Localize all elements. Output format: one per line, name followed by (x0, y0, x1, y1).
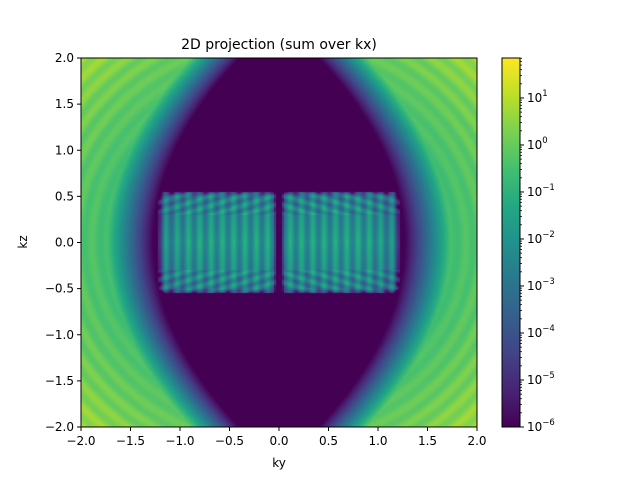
colorbar-tick-label: 10−2 (527, 230, 555, 246)
y-tick-label: 2.0 (55, 51, 74, 65)
x-axis-label: ky (272, 456, 286, 470)
y-axis-label: kz (16, 235, 30, 248)
x-tick-label: 2.0 (467, 434, 486, 448)
x-tick-label: 1.5 (418, 434, 437, 448)
y-tick-label: 1.5 (55, 97, 74, 111)
chart-title: 2D projection (sum over kx) (181, 37, 377, 53)
colorbar-tick-label: 10−4 (527, 324, 555, 340)
x-tick-label: 1.0 (368, 434, 387, 448)
x-tick-label: −2.0 (66, 434, 95, 448)
y-tick-label: −0.5 (45, 282, 74, 296)
x-tick-label: 0.5 (319, 434, 338, 448)
colorbar-tick-label: 10−6 (527, 418, 555, 434)
colorbar-ticks: 101 100 10−1 10−2 10−3 10−4 10−5 10−6 (520, 57, 555, 434)
colorbar (501, 57, 521, 428)
heatmap (81, 58, 477, 427)
x-tick-label: 0.0 (269, 434, 288, 448)
x-tick-label: −1.0 (165, 434, 194, 448)
colorbar-tick-label: 101 (527, 89, 548, 105)
colorbar-tick-label: 100 (527, 136, 548, 152)
colorbar-tick-label: 10−5 (527, 371, 555, 387)
colorbar-tick-label: 10−1 (527, 183, 555, 199)
x-tick-label: −1.5 (116, 434, 145, 448)
x-axis: −2.0 −1.5 −1.0 −0.5 0.0 0.5 1.0 1.5 2.0 (66, 427, 487, 448)
colorbar-tick-label: 10−3 (527, 277, 555, 293)
y-tick-label: −2.0 (45, 420, 74, 434)
y-tick-label: −1.0 (45, 328, 74, 342)
y-tick-label: 1.0 (55, 143, 74, 157)
y-tick-label: 0.5 (55, 189, 74, 203)
y-tick-label: 0.0 (55, 236, 74, 250)
y-axis: 2.0 1.5 1.0 0.5 0.0 −0.5 −1.0 −1.5 −2.0 (45, 51, 81, 434)
x-tick-label: −0.5 (215, 434, 244, 448)
y-tick-label: −1.5 (45, 374, 74, 388)
